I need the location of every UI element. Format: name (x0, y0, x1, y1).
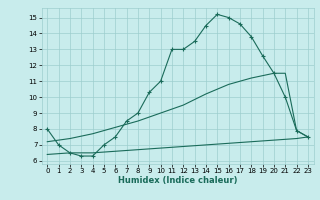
X-axis label: Humidex (Indice chaleur): Humidex (Indice chaleur) (118, 176, 237, 185)
